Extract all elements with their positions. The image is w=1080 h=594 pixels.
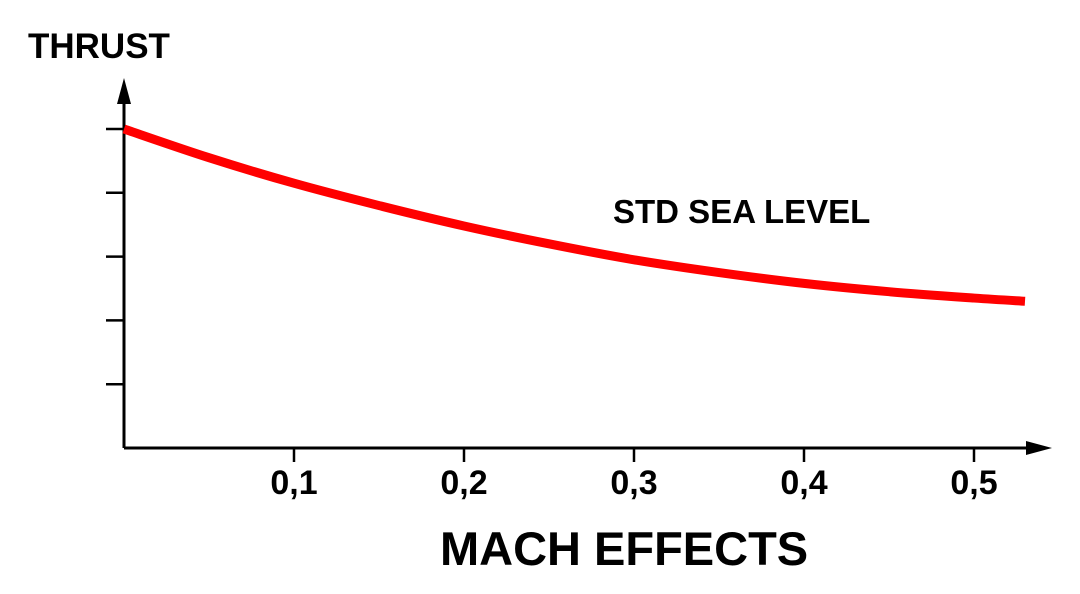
- x-tick-label-2: 0,2: [440, 464, 487, 502]
- y-ticks: [106, 127, 124, 386]
- x-tick-label-5: 0,5: [950, 464, 997, 502]
- x-axis-arrow: [1026, 441, 1052, 455]
- x-tick-label-1: 0,1: [270, 464, 317, 502]
- y-axis-title: THRUST: [28, 27, 170, 66]
- x-tick-label-4: 0,4: [780, 464, 827, 502]
- x-tick-label-3: 0,3: [610, 464, 657, 502]
- series-line-1: [122, 124, 1026, 306]
- chart-annotation: STD SEA LEVEL: [613, 193, 870, 230]
- x-axis-title: MACH EFFECTS: [440, 522, 808, 575]
- y-axis-arrow: [117, 78, 131, 104]
- series-layer: [122, 124, 1026, 306]
- x-ticks: 0,1 0,2 0,3 0,4 0,5: [270, 448, 998, 502]
- axes: [117, 78, 1052, 455]
